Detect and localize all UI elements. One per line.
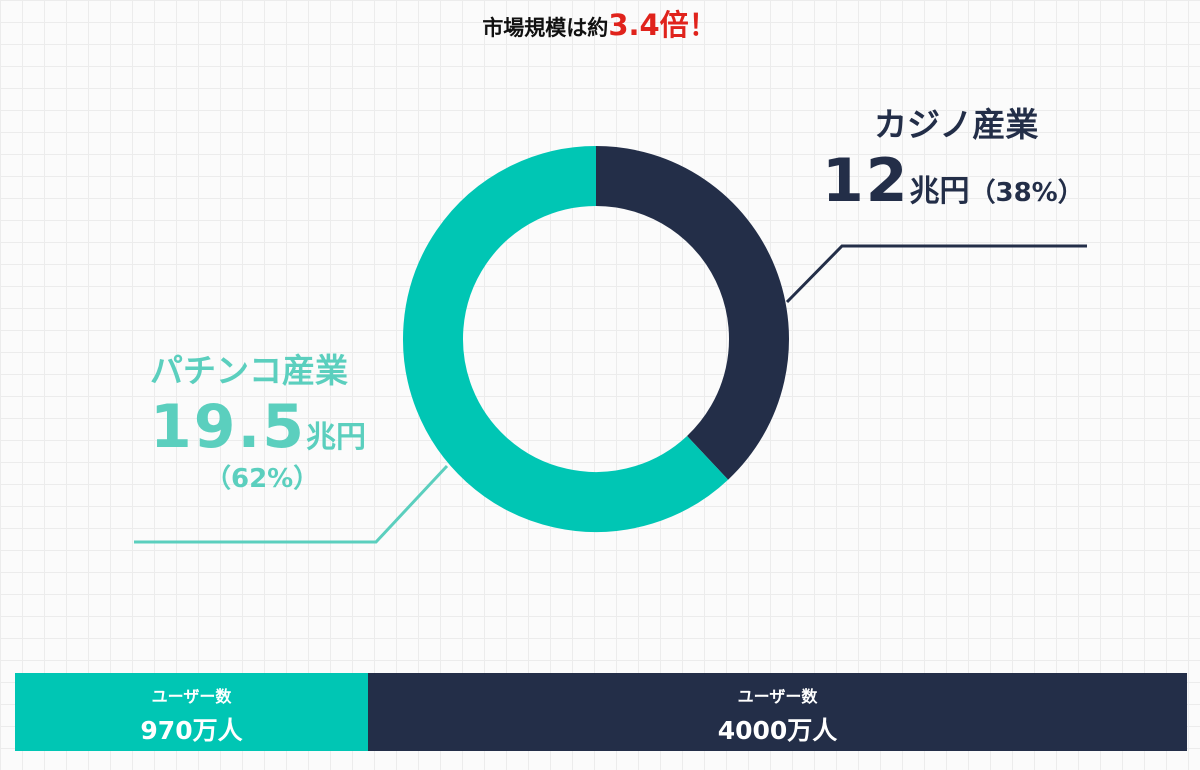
pachinko-users-bar: ユーザー数 970万人 — [15, 673, 368, 751]
casino-unit: 兆円 — [909, 174, 970, 209]
headline: 市場規模は約3.4倍！ — [0, 2, 1200, 44]
pachinko-users-value: 970万人 — [140, 716, 243, 745]
donut-slice-pachinko — [403, 146, 729, 532]
pachinko-unit: 兆円 — [306, 420, 367, 455]
pachinko-value: 19.5 — [150, 392, 307, 462]
pachinko-leader-line — [134, 464, 449, 544]
headline-highlight: 3.4倍！ — [608, 8, 718, 42]
casino-label: カジノ産業 12兆円（38%） — [822, 98, 1084, 216]
pachinko-users-label: ユーザー数 — [151, 687, 232, 706]
casino-users-bar: ユーザー数 4000万人 — [368, 673, 1187, 751]
pachinko-label: パチンコ産業 19.5兆円 （62%） — [150, 344, 366, 495]
donut-slice-casino — [595, 146, 789, 480]
casino-value: 12 — [822, 146, 910, 216]
casino-percent: （38%） — [969, 178, 1084, 208]
casino-leader-line — [785, 244, 1087, 304]
pachinko-percent: （62%） — [205, 464, 320, 494]
headline-prefix: 市場規模は約 — [482, 16, 609, 40]
casino-users-label: ユーザー数 — [737, 687, 818, 706]
casino-name: カジノ産業 — [874, 105, 1039, 144]
casino-users-value: 4000万人 — [717, 716, 838, 745]
pachinko-name: パチンコ産業 — [150, 351, 348, 390]
